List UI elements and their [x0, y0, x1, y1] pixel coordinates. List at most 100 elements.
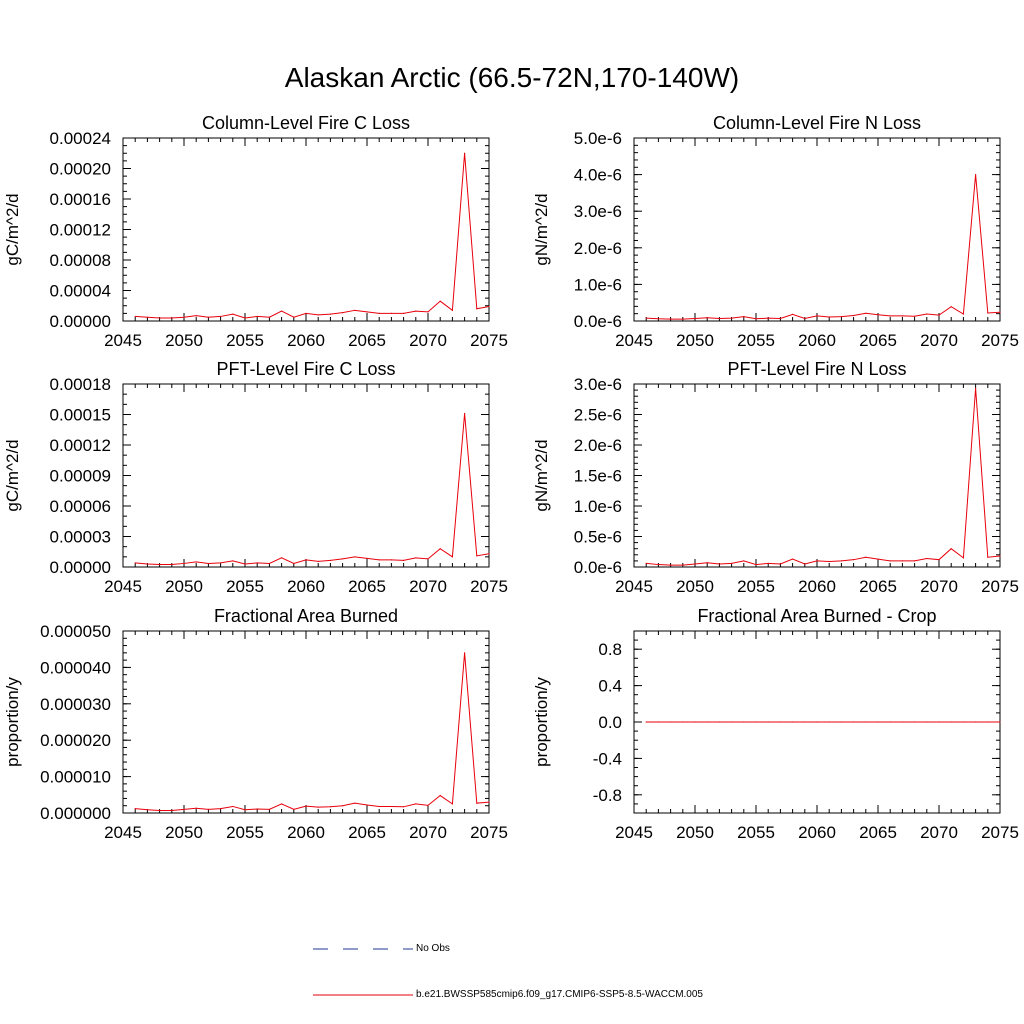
- y-tick-label: 3.0e-6: [574, 375, 622, 394]
- x-tick-label: 2065: [859, 331, 897, 350]
- data-point: [926, 557, 928, 560]
- data-point: [962, 721, 965, 723]
- x-tick-label: 2050: [165, 331, 203, 350]
- data-point: [342, 805, 344, 807]
- x-tick-label: 2075: [981, 577, 1019, 596]
- x-tick-label: 2060: [798, 331, 836, 350]
- panel-title: Fractional Area Burned - Crop: [697, 606, 936, 626]
- data-point: [207, 316, 209, 318]
- plot-frame: [122, 137, 490, 322]
- data-point: [390, 805, 392, 808]
- data-point: [134, 562, 136, 564]
- data-point: [731, 721, 733, 723]
- data-point: [403, 312, 405, 314]
- data-point: [207, 562, 209, 565]
- data-point: [779, 563, 782, 565]
- y-tick-label: 2.0e-6: [574, 239, 622, 258]
- data-point: [914, 721, 916, 723]
- x-tick-label: 2075: [470, 577, 508, 596]
- panel-title: Column-Level Fire C Loss: [202, 113, 410, 133]
- y-axis-label: proportion/y: [532, 677, 551, 767]
- data-point: [645, 562, 647, 564]
- data-point: [853, 559, 855, 561]
- y-tick-label: 0.00020: [50, 160, 111, 179]
- series-line-model: [646, 174, 1001, 320]
- data-point: [779, 317, 782, 320]
- x-tick-label: 2065: [348, 577, 386, 596]
- data-point: [938, 314, 940, 316]
- data-point: [755, 318, 757, 320]
- y-tick-label: 0.000020: [40, 731, 111, 750]
- data-point: [828, 316, 830, 318]
- data-point: [840, 316, 843, 318]
- data-point: [694, 563, 696, 565]
- chart-panel-2: 2045 2050 2055 2060 2065 2070 2075 0.0e-6 1.0e-6…: [532, 113, 1019, 350]
- data-point: [281, 310, 283, 312]
- x-tick-label: 2050: [676, 823, 714, 842]
- y-tick-label: 0.00016: [50, 190, 111, 209]
- data-point: [427, 558, 429, 560]
- data-point: [415, 803, 417, 805]
- y-tick-label: 0.00009: [50, 467, 111, 486]
- data-point: [853, 721, 855, 723]
- x-tick-label: 2075: [981, 823, 1019, 842]
- data-point: [755, 563, 757, 566]
- data-point: [171, 809, 173, 812]
- data-point: [670, 564, 672, 566]
- data-point: [439, 300, 441, 302]
- data-point: [926, 313, 928, 315]
- panel-title: PFT-Level Fire C Loss: [216, 359, 395, 379]
- data-point: [232, 805, 234, 808]
- y-tick-label: 0.0e-6: [574, 558, 622, 577]
- chart-panel-5: 2045 2050 2055 2060 2065 2070 2075 0.000000 0.00…: [3, 606, 508, 842]
- chart-panel-6: 2045 2050 2055 2060 2065 2070 2075 -0.8 -0.4 0.0 0…: [532, 606, 1019, 842]
- data-point: [439, 548, 441, 550]
- y-tick-label: 0.00000: [50, 558, 111, 577]
- data-point: [987, 556, 989, 558]
- y-tick-label: 0.00018: [50, 375, 111, 394]
- y-axis-label: gC/m^2/d: [3, 193, 22, 265]
- x-tick-label: 2060: [287, 331, 325, 350]
- y-tick-label: 1.0e-6: [574, 497, 622, 516]
- series-line-model: [135, 413, 490, 565]
- y-tick-label: 1.5e-6: [574, 467, 622, 486]
- data-point: [816, 315, 818, 317]
- data-point: [987, 721, 989, 723]
- y-tick-label: 0.000000: [40, 804, 111, 823]
- data-point: [999, 555, 1001, 557]
- data-point: [268, 808, 270, 810]
- x-tick-label: 2070: [920, 331, 958, 350]
- x-tick-label: 2055: [737, 577, 775, 596]
- data-point: [220, 315, 222, 318]
- data-point: [415, 557, 417, 559]
- data-point: [195, 315, 197, 317]
- series-line-model: [646, 388, 1001, 566]
- x-tick-label: 2065: [859, 823, 897, 842]
- data-point: [171, 563, 173, 566]
- data-point: [183, 808, 185, 810]
- data-point: [877, 558, 879, 560]
- x-tick-label: 2070: [920, 577, 958, 596]
- data-point: [476, 802, 478, 804]
- data-point: [767, 562, 769, 564]
- data-point: [451, 556, 453, 558]
- data-point: [657, 318, 660, 320]
- data-point: [865, 312, 867, 314]
- data-point: [305, 805, 307, 807]
- x-tick-label: 2050: [165, 577, 203, 596]
- data-point: [901, 721, 904, 723]
- data-point: [293, 808, 295, 810]
- x-tick-label: 2045: [615, 331, 653, 350]
- plot-frame: [122, 383, 490, 568]
- data-point: [914, 560, 916, 562]
- data-point: [244, 563, 246, 565]
- data-point: [171, 317, 173, 319]
- plot-frame: [122, 630, 490, 814]
- data-point: [439, 794, 441, 797]
- data-point: [670, 721, 672, 723]
- data-point: [743, 721, 745, 723]
- data-point: [305, 312, 307, 314]
- data-point: [427, 311, 429, 313]
- data-point: [293, 316, 295, 318]
- data-point: [293, 562, 295, 565]
